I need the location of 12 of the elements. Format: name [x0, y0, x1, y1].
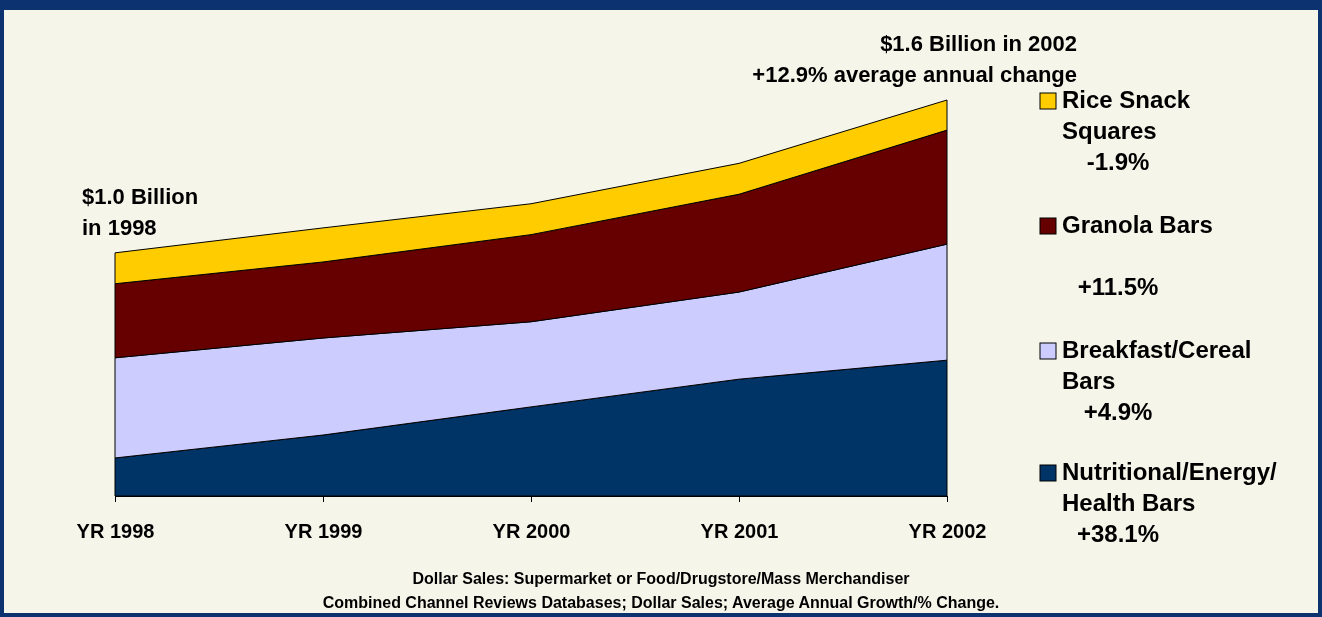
text: Dollar Sales: Supermarket or Food/Drugstore/Mass Merchandiser Combined Channel Reviews Databases; Dollar Sales; Average Annual Growth/% Change.: [322, 570, 1000, 611]
text: Granola Bars +11.5%: [1062, 211, 1213, 300]
x-tick-label: YR 1998: [76, 520, 155, 543]
legend-label: Breakfast/Cereal Bars +4.9%: [1062, 336, 1252, 425]
x-tick-label: YR 2000: [492, 520, 571, 543]
x-tick-label: YR 2002: [908, 520, 987, 543]
legend-label: Nutritional/Energy/ Health Bars +38.1%: [1062, 458, 1278, 547]
annotation: $1.0 Billion in 1998: [82, 183, 199, 240]
legend-label: Rice Snack Squares -1.9%: [1062, 86, 1191, 175]
annotation: $1.6 Billion in 2002 +12.9% average annual change: [752, 31, 1077, 87]
x-tick-label: YR 2001: [700, 520, 779, 543]
x-tick-label: YR 1999: [284, 520, 363, 543]
